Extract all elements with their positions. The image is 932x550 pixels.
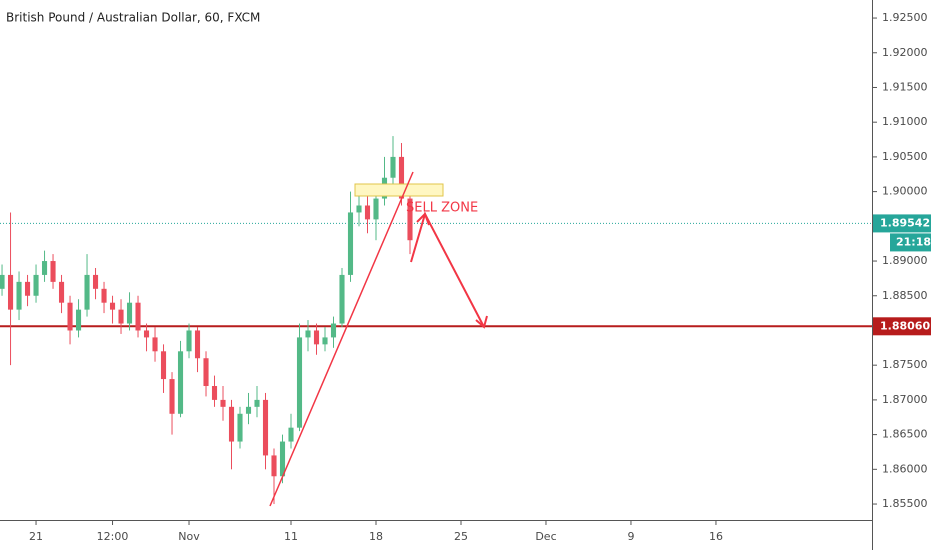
y-tick-label: 1.87000: [882, 393, 928, 406]
candle-body: [237, 413, 243, 442]
candle-body: [135, 302, 141, 331]
candle-body: [313, 330, 320, 345]
x-tick-label: 18: [369, 530, 383, 543]
candle-body: [407, 198, 413, 241]
candle-body: [390, 156, 396, 178]
candle-body: [92, 274, 99, 289]
last-price-label: 1.89542: [880, 216, 930, 229]
x-tick-label: Dec: [535, 530, 556, 543]
candle-body: [373, 198, 379, 220]
y-tick-label: 1.91000: [882, 115, 928, 128]
candle-body: [84, 274, 90, 310]
candle-body: [7, 274, 14, 310]
y-tick-label: 1.89000: [882, 254, 928, 267]
candle-body: [262, 399, 269, 456]
candle-body: [220, 399, 226, 407]
arrow-head: [416, 212, 430, 226]
candle-body: [101, 288, 107, 303]
candle-body: [322, 337, 328, 345]
candle-body: [194, 330, 201, 359]
candle-body: [16, 281, 22, 310]
candle-body: [50, 261, 56, 282]
candle-body: [245, 406, 252, 414]
plot-area: [0, 136, 872, 505]
x-tick-label: Nov: [178, 530, 200, 543]
candle-body: [203, 358, 209, 387]
candle-body: [364, 205, 371, 220]
candle-body: [288, 427, 294, 442]
y-tick-label: 1.90500: [882, 150, 928, 163]
candle-body: [67, 302, 73, 331]
candle-body: [254, 399, 260, 407]
candle-body: [271, 455, 277, 477]
candle-body: [279, 441, 286, 477]
x-tick-label: 9: [627, 530, 634, 543]
chart-title: British Pound / Australian Dollar, 60, F…: [6, 11, 260, 25]
candle-body: [330, 323, 337, 338]
x-tick-label: 21: [29, 530, 43, 543]
candle-body: [211, 386, 218, 400]
y-tick-label: 1.92000: [882, 46, 928, 59]
candle-body: [24, 281, 31, 296]
candle-body: [186, 330, 192, 352]
arrow-head: [475, 315, 488, 329]
y-tick-label: 1.92500: [882, 11, 928, 24]
level-tag: [873, 317, 931, 336]
candle-body: [0, 274, 5, 289]
candle-body: [126, 302, 133, 324]
candle-body: [356, 205, 362, 213]
x-tick-label: 12:00: [97, 530, 129, 543]
x-tick-label: 11: [284, 530, 298, 543]
candle-body: [109, 302, 116, 310]
y-tick-label: 1.86500: [882, 428, 928, 441]
candle-body: [152, 337, 158, 352]
candle-body: [41, 261, 48, 275]
candle-body: [347, 212, 354, 275]
countdown-label: 21:18: [896, 235, 931, 248]
candle-body: [169, 379, 175, 414]
y-tick-label: 1.91500: [882, 80, 928, 93]
candle-body: [339, 274, 345, 324]
y-tick-label: 1.87500: [882, 358, 928, 371]
trend-line: [269, 171, 414, 507]
sell-zone-box: [354, 183, 444, 197]
y-tick-label: 1.86000: [882, 462, 928, 475]
candle-body: [177, 351, 184, 414]
candle-body: [33, 274, 39, 296]
last-price-tag: [873, 214, 931, 233]
y-tick-label: 1.90000: [882, 185, 928, 198]
level-label: 1.88060: [880, 319, 930, 332]
candle-body: [398, 156, 405, 199]
candle-body: [118, 309, 124, 324]
candle-body: [305, 330, 311, 338]
candle-body: [143, 330, 150, 338]
candle-body: [160, 351, 167, 380]
annotation: SELL ZONE: [406, 201, 478, 216]
candle-body: [58, 281, 65, 303]
y-tick-label: 1.88500: [882, 289, 928, 302]
y-tick-label: 1.85500: [882, 497, 928, 510]
countdown-tag: [890, 233, 931, 252]
candle-body: [75, 309, 82, 331]
x-tick-label: 16: [709, 530, 723, 543]
candle-body: [228, 406, 235, 442]
candle-body: [296, 337, 303, 428]
x-tick-label: 25: [454, 530, 468, 543]
